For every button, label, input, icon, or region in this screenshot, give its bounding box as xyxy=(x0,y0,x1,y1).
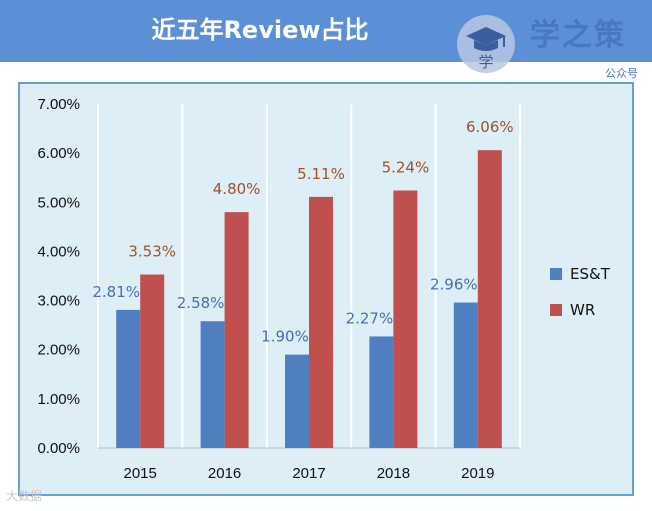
y-tick-label: 4.00% xyxy=(37,243,80,260)
data-label-est: 2.81% xyxy=(92,283,140,301)
data-label-wr: 5.24% xyxy=(382,158,430,176)
graduation-cap-icon: 学 xyxy=(457,15,515,73)
y-tick-label: 6.00% xyxy=(37,145,80,162)
brand-subtitle: 公众号 xyxy=(605,67,638,80)
y-tick-label: 7.00% xyxy=(37,96,80,113)
bar-wr xyxy=(140,274,165,448)
data-label-est: 2.27% xyxy=(346,309,394,327)
data-label-est: 2.58% xyxy=(177,294,225,312)
bar-wr xyxy=(393,190,418,448)
y-tick-label: 0.00% xyxy=(37,440,80,457)
data-label-wr: 6.06% xyxy=(466,118,514,136)
bar-est xyxy=(200,321,225,448)
x-tick-label: 2018 xyxy=(377,465,410,482)
x-tick-label: 2015 xyxy=(124,465,157,482)
bar-chart: 0.00% 1.00% 2.00% 3.00% 4.00% 5.00% 6.00% 7.00%… xyxy=(37,96,611,482)
legend-label-est: ES&T xyxy=(570,265,611,283)
bar-wr xyxy=(224,212,249,448)
bar-est xyxy=(369,336,394,448)
watermark: 大数据 xyxy=(6,489,43,503)
data-label-wr: 3.53% xyxy=(128,243,176,261)
x-tick-label: 2016 xyxy=(208,465,241,482)
logo-char: 学 xyxy=(478,53,493,71)
bar-wr xyxy=(477,150,502,448)
legend-label-wr: WR xyxy=(570,301,595,319)
bar-est xyxy=(116,309,141,448)
bar-wr xyxy=(309,196,333,448)
data-label-est: 2.96% xyxy=(430,276,478,294)
x-tick-label: 2017 xyxy=(292,465,325,482)
title-bar: 近五年Review占比 xyxy=(0,0,652,62)
chart-panel: 0.00% 1.00% 2.00% 3.00% 4.00% 5.00% 6.00% 7.00%… xyxy=(18,82,634,496)
bar-est xyxy=(285,354,309,448)
brand-name: 学之策 xyxy=(530,18,626,53)
chart-title: 近五年Review占比 xyxy=(151,16,369,44)
data-label-wr: 4.80% xyxy=(213,180,261,198)
y-tick-label: 1.00% xyxy=(37,391,80,408)
legend-swatch-est xyxy=(550,268,562,280)
x-tick-label: 2019 xyxy=(461,465,494,482)
y-tick-label: 2.00% xyxy=(37,342,80,359)
brand-logo: 学 xyxy=(456,14,516,74)
y-tick-label: 3.00% xyxy=(37,293,80,310)
legend-swatch-wr xyxy=(550,304,562,316)
bar-est xyxy=(453,302,478,448)
data-label-est: 1.90% xyxy=(261,328,309,346)
data-label-wr: 5.11% xyxy=(297,165,345,183)
y-tick-label: 5.00% xyxy=(37,194,80,211)
